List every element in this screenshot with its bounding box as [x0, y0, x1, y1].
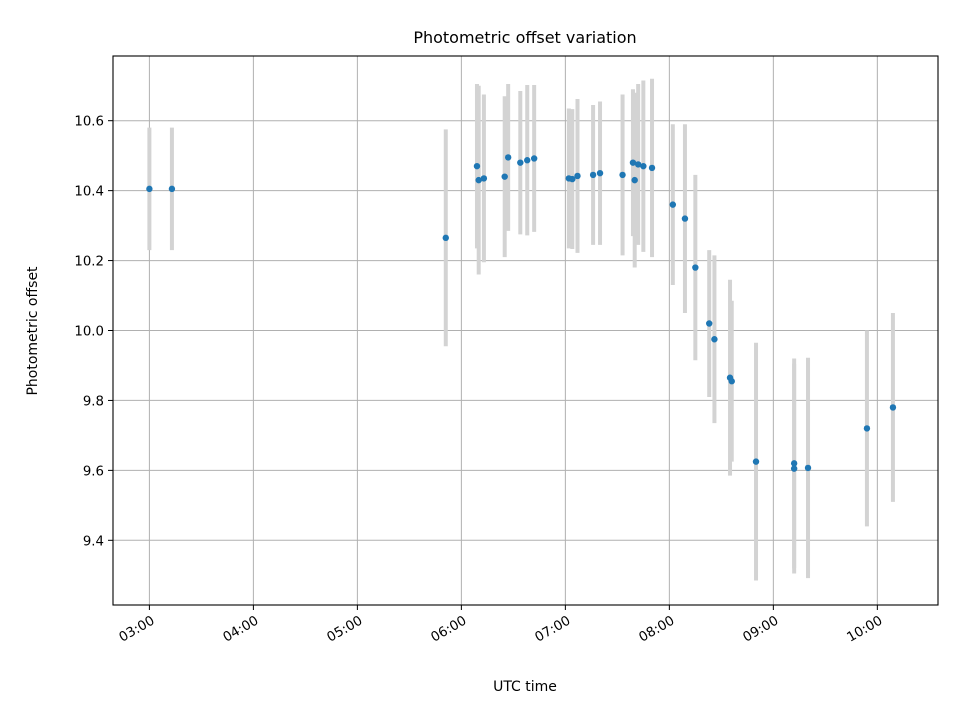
- data-point: [669, 201, 677, 208]
- data-point: [640, 162, 647, 170]
- data-point: [631, 176, 638, 184]
- x-axis-ticks: 03:00 04:00 05:00 06:00 07:00 08:00 09:00 10:00: [117, 605, 886, 646]
- x-tick-label: 09:00: [741, 613, 782, 645]
- data-point: [863, 425, 871, 432]
- x-tick-label: 10:00: [845, 613, 886, 645]
- data-point: [574, 172, 581, 180]
- x-tick-label: 03:00: [117, 613, 158, 645]
- x-tick-label: 06:00: [429, 613, 470, 645]
- y-tick-label: 9.6: [83, 464, 104, 479]
- data-point: [681, 215, 689, 222]
- data-point: [501, 173, 508, 180]
- y-tick-label: 9.8: [83, 394, 104, 409]
- data-point: [692, 264, 699, 271]
- x-tick-label: 04:00: [221, 613, 262, 645]
- y-tick-label: 10.0: [74, 325, 104, 340]
- data-point: [589, 171, 597, 179]
- y-tick-label: 10.6: [74, 115, 104, 130]
- data-point: [728, 378, 735, 385]
- data-point: [889, 404, 897, 411]
- data-point: [473, 162, 481, 170]
- data-point: [634, 161, 642, 168]
- data-point: [648, 164, 656, 172]
- y-axis-label: Photometric offset: [25, 266, 41, 396]
- y-tick-label: 10.2: [74, 255, 104, 270]
- error-bars: [147, 78, 895, 581]
- x-tick-label: 07:00: [533, 613, 574, 645]
- data-point: [790, 460, 798, 467]
- x-axis-label: UTC time: [493, 679, 557, 695]
- data-point: [168, 185, 176, 193]
- y-tick-label: 9.4: [83, 534, 104, 549]
- data-point: [752, 458, 760, 465]
- data-point: [504, 154, 512, 161]
- data-point: [706, 320, 713, 327]
- data-point: [524, 157, 531, 164]
- data-point: [804, 464, 812, 472]
- data-point: [619, 171, 626, 179]
- data-point: [480, 175, 488, 182]
- data-point: [596, 169, 604, 177]
- data-point: [475, 176, 482, 184]
- data-point: [146, 185, 153, 193]
- data-points: [146, 154, 897, 472]
- data-point: [629, 159, 637, 166]
- data-point: [442, 234, 449, 242]
- y-axis-ticks: 9.4 9.6 9.8 10.0 10.2 10.4 10.6: [74, 115, 113, 549]
- data-point: [569, 175, 576, 183]
- data-point: [530, 155, 538, 162]
- data-point: [790, 465, 798, 472]
- chart-title: Photometric offset variation: [413, 28, 636, 47]
- y-tick-label: 10.4: [74, 185, 104, 200]
- x-tick-label: 05:00: [325, 613, 366, 645]
- x-tick-label: 08:00: [637, 613, 678, 645]
- data-point: [517, 159, 524, 166]
- data-point: [711, 336, 718, 343]
